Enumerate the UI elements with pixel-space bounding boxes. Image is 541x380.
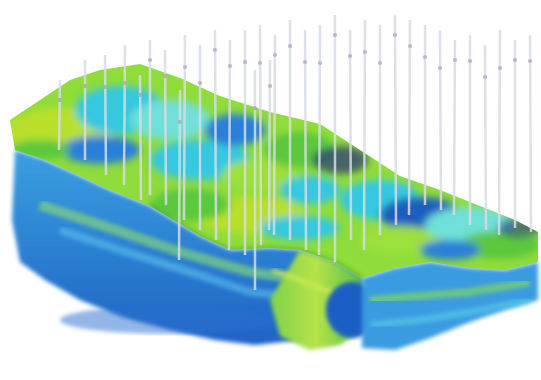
well-marker bbox=[163, 74, 167, 78]
right-block-side bbox=[362, 262, 538, 350]
well-line bbox=[272, 34, 277, 236]
well-line bbox=[258, 24, 263, 246]
well-line bbox=[497, 29, 502, 236]
well-line bbox=[103, 54, 108, 176]
well-line bbox=[303, 29, 308, 251]
well-marker bbox=[333, 33, 337, 37]
well-marker bbox=[528, 59, 532, 63]
well-line bbox=[438, 29, 443, 211]
well-marker bbox=[273, 53, 277, 57]
well-marker bbox=[363, 50, 367, 54]
well-marker bbox=[228, 64, 232, 68]
well-line bbox=[452, 39, 457, 216]
well-line bbox=[227, 39, 232, 251]
well-marker bbox=[198, 81, 202, 85]
well-marker bbox=[58, 98, 62, 102]
well-marker bbox=[253, 106, 257, 110]
well-marker bbox=[288, 44, 292, 48]
well-marker bbox=[468, 59, 472, 63]
well-line bbox=[362, 19, 367, 251]
well-marker bbox=[103, 85, 107, 89]
well-marker bbox=[213, 48, 217, 52]
well-marker bbox=[138, 93, 142, 97]
well-line bbox=[528, 34, 533, 233]
well-marker bbox=[483, 75, 487, 79]
well-line bbox=[317, 24, 322, 256]
well-marker bbox=[303, 60, 307, 64]
well-line bbox=[213, 29, 218, 241]
well-line bbox=[393, 14, 398, 226]
well-marker bbox=[423, 55, 427, 59]
well-trajectories bbox=[57, 14, 533, 290]
well-line bbox=[267, 59, 272, 231]
well-marker bbox=[408, 44, 412, 48]
well-marker bbox=[378, 61, 382, 65]
well-line bbox=[163, 49, 168, 206]
well-marker bbox=[453, 58, 457, 62]
well-marker bbox=[258, 61, 262, 65]
well-marker bbox=[243, 60, 247, 64]
well-marker bbox=[438, 66, 442, 70]
well-marker bbox=[498, 66, 502, 70]
well-marker bbox=[178, 120, 182, 124]
well-marker bbox=[348, 54, 352, 58]
well-line bbox=[182, 34, 187, 221]
well-marker bbox=[183, 65, 187, 69]
well-marker bbox=[513, 58, 517, 62]
well-marker bbox=[148, 58, 152, 62]
well-line bbox=[177, 89, 182, 261]
well-line bbox=[407, 19, 412, 216]
well-marker bbox=[123, 81, 127, 85]
well-line bbox=[348, 29, 353, 241]
well-line bbox=[483, 44, 488, 231]
well-marker bbox=[393, 33, 397, 37]
well-line bbox=[122, 44, 127, 186]
well-marker bbox=[318, 61, 322, 65]
well-marker bbox=[268, 84, 272, 88]
well-line bbox=[57, 79, 62, 151]
well-marker bbox=[83, 84, 87, 88]
